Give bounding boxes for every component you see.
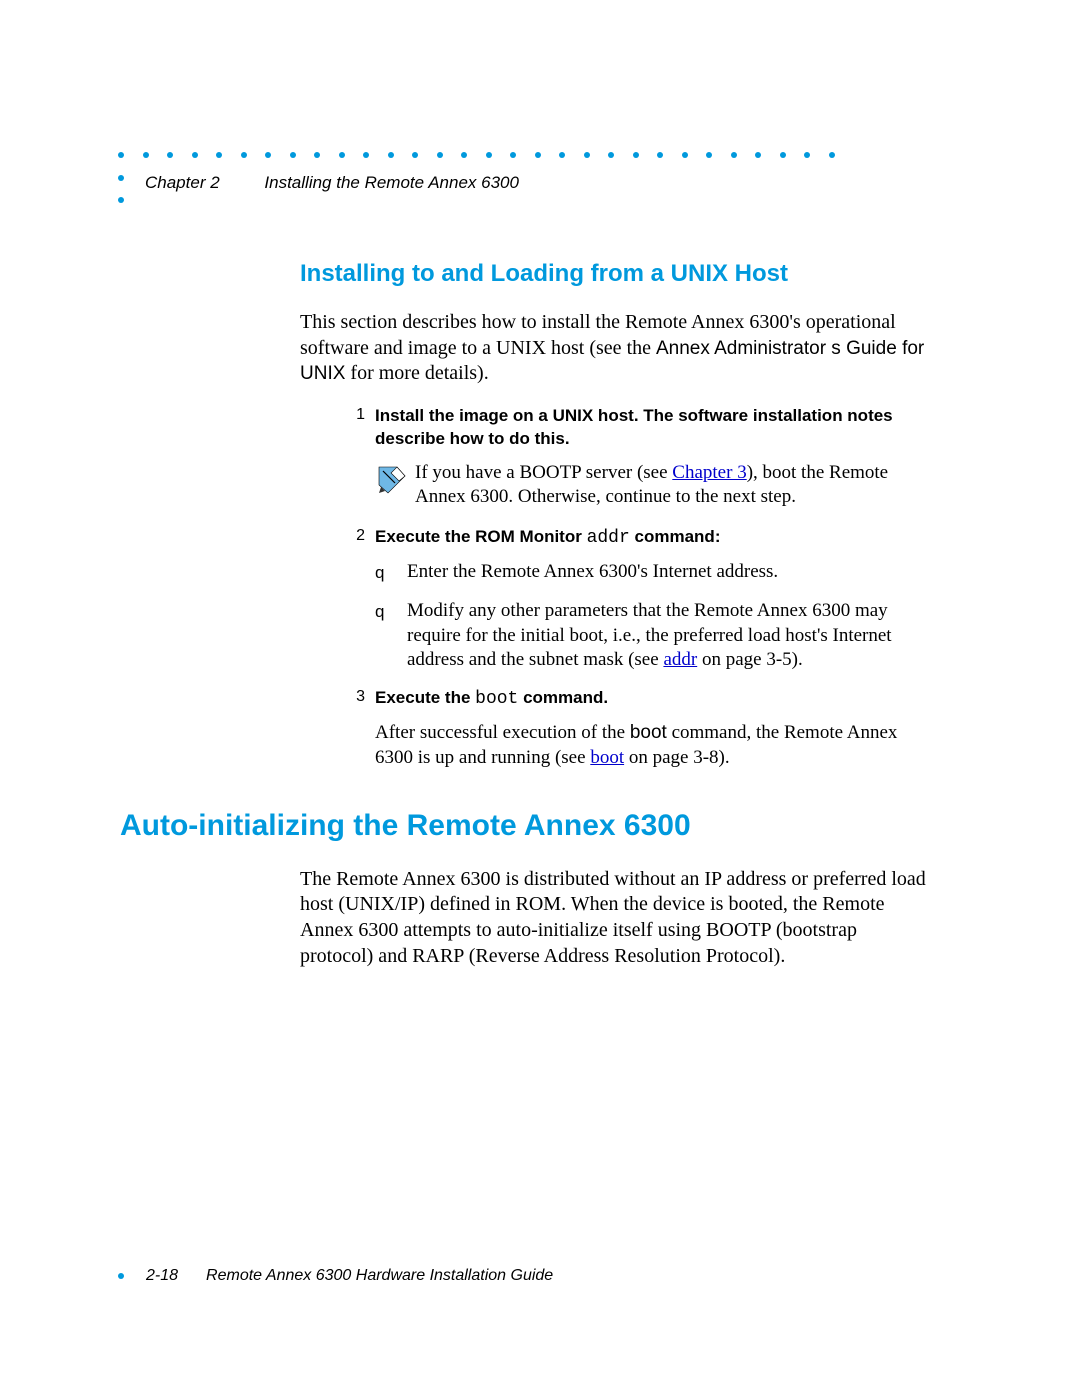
boot-link[interactable]: boot [590, 747, 624, 768]
decor-dot [706, 152, 712, 158]
intro-paragraph: This section describes how to install th… [300, 310, 930, 387]
decor-dot [437, 152, 443, 158]
sub2-post: on page 3-5). [697, 649, 803, 670]
sub-text: Enter the Remote Annex 6300's Internet a… [407, 560, 930, 585]
step-heading: Execute the ROM Monitor addr command: [375, 526, 930, 550]
step-number: 3 [345, 687, 375, 711]
decor-dot [608, 152, 614, 158]
decor-dot [731, 152, 737, 158]
after3-pre: After successful execution of the [375, 722, 630, 743]
decor-dot [241, 152, 247, 158]
sub-bullet: q [375, 560, 407, 585]
decor-dot [510, 152, 516, 158]
decor-dot [167, 152, 173, 158]
step-heading: Execute the boot command. [375, 687, 930, 711]
decor-dot [118, 152, 124, 158]
step2-mono: addr [587, 528, 630, 548]
step3-post: command. [518, 688, 608, 707]
decor-dot [216, 152, 222, 158]
step-heading: Install the image on a UNIX host. The so… [375, 405, 930, 451]
steps-list: 1 Install the image on a UNIX host. The … [345, 405, 930, 451]
step-3: 3 Execute the boot command. [345, 687, 930, 711]
decor-dot [780, 152, 786, 158]
decor-dot [339, 152, 345, 158]
running-header: Chapter 2 Installing the Remote Annex 63… [145, 173, 519, 193]
decor-dot [412, 152, 418, 158]
sub-bullet: q [375, 599, 407, 673]
decor-dot [265, 152, 271, 158]
page-footer: 2-18 Remote Annex 6300 Hardware Installa… [118, 1267, 553, 1285]
intro-text-2: for more details). [345, 362, 488, 384]
decor-dot [363, 152, 369, 158]
decor-dot [388, 152, 394, 158]
footer-title: Remote Annex 6300 Hardware Installation … [206, 1267, 553, 1285]
decor-dot [192, 152, 198, 158]
main-paragraph: The Remote Annex 6300 is distributed wit… [300, 867, 930, 969]
decor-dot [486, 152, 492, 158]
decor-dot [682, 152, 688, 158]
steps-list-3: 3 Execute the boot command. [345, 687, 930, 711]
note-text: If you have a BOOTP server (see Chapter … [415, 461, 930, 510]
decor-dot [118, 197, 124, 203]
note-pre: If you have a BOOTP server (see [415, 462, 672, 483]
pencil-note-icon [375, 461, 415, 510]
sub-item: q Modify any other parameters that the R… [375, 599, 930, 673]
decor-dot [535, 152, 541, 158]
decor-dot [290, 152, 296, 158]
step3-pre: Execute the [375, 688, 475, 707]
step-number: 2 [345, 526, 375, 550]
step3-mono: boot [475, 689, 518, 709]
step2-post: command: [630, 527, 721, 546]
steps-list-2: 2 Execute the ROM Monitor addr command: [345, 526, 930, 550]
decor-dot [584, 152, 590, 158]
after-step-3-text: After successful execution of the boot c… [375, 721, 930, 770]
step-1: 1 Install the image on a UNIX host. The … [345, 405, 930, 451]
sub-item: q Enter the Remote Annex 6300's Internet… [375, 560, 930, 585]
section-heading: Installing to and Loading from a UNIX Ho… [300, 260, 970, 288]
decor-dots-row [118, 152, 835, 158]
decor-dot [559, 152, 565, 158]
sub2-pre: Modify any other parameters that the Rem… [407, 600, 892, 670]
main-heading: Auto-initializing the Remote Annex 6300 [120, 809, 970, 843]
decor-dot [118, 175, 124, 181]
footer-dot-icon [118, 1273, 124, 1279]
sub-items: q Enter the Remote Annex 6300's Internet… [375, 560, 930, 673]
step-2: 2 Execute the ROM Monitor addr command: [345, 526, 930, 550]
step2-pre: Execute the ROM Monitor [375, 527, 587, 546]
decor-dot [829, 152, 835, 158]
sub-text: Modify any other parameters that the Rem… [407, 599, 930, 673]
header-chapter: Chapter 2 [145, 173, 220, 192]
page-number: 2-18 [146, 1267, 178, 1285]
decor-dot [314, 152, 320, 158]
note-row: If you have a BOOTP server (see Chapter … [375, 461, 930, 510]
step-number: 1 [345, 405, 375, 451]
page: Chapter 2 Installing the Remote Annex 63… [0, 0, 1080, 1397]
decor-dot [461, 152, 467, 158]
header-title: Installing the Remote Annex 6300 [264, 173, 519, 192]
decor-dot [633, 152, 639, 158]
decor-dot [657, 152, 663, 158]
decor-dot [755, 152, 761, 158]
content-area: Installing to and Loading from a UNIX Ho… [120, 260, 970, 969]
decor-dots-col [118, 175, 124, 203]
decor-dot [804, 152, 810, 158]
chapter-3-link[interactable]: Chapter 3 [672, 462, 746, 483]
after3-sans: boot [630, 722, 667, 743]
addr-link[interactable]: addr [663, 649, 697, 670]
decor-dot [143, 152, 149, 158]
after3-post: on page 3-8). [624, 747, 730, 768]
